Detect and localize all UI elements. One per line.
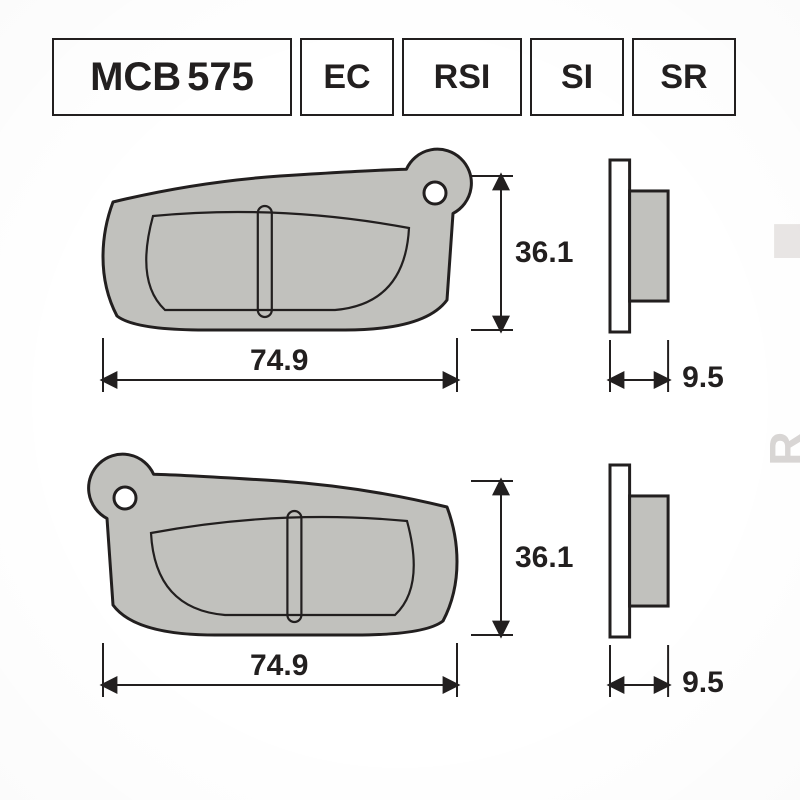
artwork-svg xyxy=(0,0,800,800)
dim-bottom-width: 74.9 xyxy=(250,649,308,683)
dim-top-thickness: 9.5 xyxy=(682,361,724,395)
diagram-canvas: MCB 575 EC RSI SI SR 36.1 74.9 9.5 36.1 … xyxy=(0,0,800,800)
dim-top-width: 74.9 xyxy=(250,344,308,378)
pad-top-group xyxy=(103,149,668,392)
dim-top-height: 36.1 xyxy=(515,236,573,270)
dim-bottom-height: 36.1 xyxy=(515,541,573,575)
pad-bottom-group xyxy=(89,454,668,697)
dim-bottom-thickness: 9.5 xyxy=(682,666,724,700)
